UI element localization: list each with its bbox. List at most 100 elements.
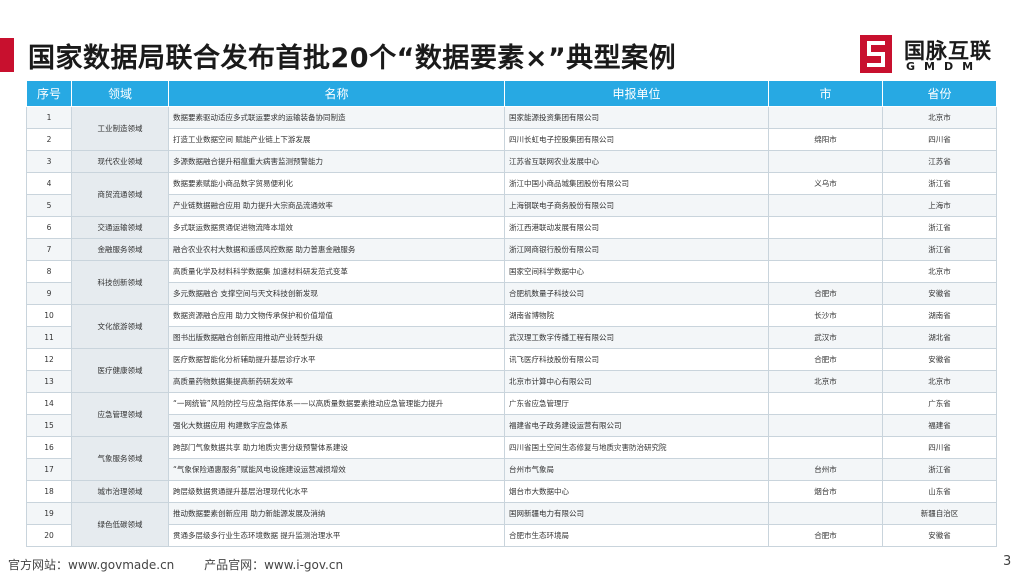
cell-no: 9	[26, 282, 72, 305]
table-row: 2 打造工业数据空间 赋能产业链上下游发展 四川长虹电子控股集团有限公司 绵阳市 四川省	[26, 128, 997, 151]
cell-prov: 浙江省	[882, 458, 997, 481]
logo-mark-icon	[860, 35, 892, 73]
cell-org: 武汉理工数字传播工程有限公司	[504, 326, 769, 349]
table-row: 14 应急管理领域 “一网统管”风险防控与应急指挥体系——以高质量数据要素推动应急管…	[26, 392, 997, 437]
brand-logo: 国脉互联 GMDM	[860, 35, 1010, 73]
cell-domain: 交通运输领域	[71, 216, 169, 239]
cell-no: 16	[26, 436, 72, 459]
cell-domain: 科技创新领域	[71, 260, 169, 305]
cell-name: “一网统管”风险防控与应急指挥体系——以高质量数据要素推动应急管理能力提升	[168, 392, 505, 415]
table-row: 5 产业链数据融合应用 助力提升大宗商品流通效率 上海钢联电子商务股份有限公司 上海市	[26, 194, 997, 217]
cell-org: 国家能源投资集团有限公司	[504, 106, 769, 129]
cell-prov: 新疆自治区	[882, 502, 997, 525]
cell-city	[768, 194, 883, 217]
cell-org: 浙江中国小商品城集团股份有限公司	[504, 172, 769, 195]
cell-prov: 浙江省	[882, 172, 997, 195]
table-row: 3 现代农业领域 多源数据融合提升稻瘟重大病害监测预警能力 江苏省互联网农业发展中心 江…	[26, 150, 997, 173]
table-row: 15 强化大数据应用 构建数字应急体系 福建省电子政务建设运营有限公司 福建省	[26, 414, 997, 437]
cell-org: 烟台市大数据中心	[504, 480, 769, 503]
table-row: 10 文化旅游领域 数据资源融合应用 助力文物传承保护和价值增值 湖南省博物院 长沙市湖…	[26, 304, 997, 349]
cell-city: 绵阳市	[768, 128, 883, 151]
cell-org: 浙江西港联动发展有限公司	[504, 216, 769, 239]
table-row: 13 高质量药物数据集提高新药研发效率 北京市计算中心有限公司 北京市 北京市	[26, 370, 997, 393]
cell-org: 上海钢联电子商务股份有限公司	[504, 194, 769, 217]
page-title: 国家数据局联合发布首批20个“数据要素×”典型案例	[28, 43, 677, 74]
cell-city	[768, 392, 883, 415]
cell-prov: 山东省	[882, 480, 997, 503]
table-row: 8 科技创新领域 高质量化学及材料科学数据集 加速材料研发范式变革 国家空间科学数据中…	[26, 260, 997, 305]
footer: 官方网站：www.govmade.cn 产品官网：www.i-gov.cn	[8, 556, 343, 573]
cell-city	[768, 150, 883, 173]
cell-city: 义乌市	[768, 172, 883, 195]
cell-prov: 安徽省	[882, 348, 997, 371]
table-row: 1 工业制造领域 数据要素驱动适应多式联运要求的运输装备协同制造 国家能源投资集团有限…	[26, 106, 997, 151]
cell-org: 江苏省互联网农业发展中心	[504, 150, 769, 173]
page-number: 3	[1003, 554, 1012, 569]
table-row: 18 城市治理领域 跨层级数据贯通提升基层治理现代化水平 烟台市大数据中心 烟台市 山东省	[26, 480, 997, 503]
table-row: 12 医疗健康领域 医疗数据智能化分析辅助提升基层诊疗水平 讯飞医疗科技股份有限公司合…	[26, 348, 997, 393]
cell-city	[768, 414, 883, 437]
header-domain: 领域	[71, 80, 169, 107]
cell-no: 10	[26, 304, 72, 327]
footer-site: 官方网站：www.govmade.cn	[8, 558, 175, 572]
cell-org: 四川省国土空间生态修复与地质灾害防治研究院	[504, 436, 769, 459]
cell-city: 烟台市	[768, 480, 883, 503]
header-city: 市	[768, 80, 883, 107]
table-row: 17 “气象保险通惠服务”赋能风电设施建设运营减损增效 台州市气象局 台州市 浙江省	[26, 458, 997, 481]
cell-prov: 北京市	[882, 370, 997, 393]
table-row: 7 金融服务领域 融合农业农村大数据和遥感风控数据 助力普惠金融服务 浙江网商银行股份…	[26, 238, 997, 261]
cell-domain: 现代农业领域	[71, 150, 169, 173]
cell-no: 20	[26, 524, 72, 547]
cell-name: 推动数据要素创新应用 助力新能源发展及消纳	[168, 502, 505, 525]
cell-domain: 绿色低碳领域	[71, 502, 169, 547]
cell-org: 合肥市生态环境局	[504, 524, 769, 547]
cell-name: 跨部门气象数据共享 助力地质灾害分级预警体系建设	[168, 436, 505, 459]
cell-org: 福建省电子政务建设运营有限公司	[504, 414, 769, 437]
cell-name: 打造工业数据空间 赋能产业链上下游发展	[168, 128, 505, 151]
table-row: 9 多元数据融合 支撑空间与天文科技创新发现 合肥机数量子科技公司 合肥市 安徽省	[26, 282, 997, 305]
cell-city	[768, 260, 883, 283]
cell-no: 14	[26, 392, 72, 415]
cell-domain: 金融服务领域	[71, 238, 169, 261]
cell-no: 19	[26, 502, 72, 525]
cell-city: 合肥市	[768, 348, 883, 371]
cell-name: 高质量化学及材料科学数据集 加速材料研发范式变革	[168, 260, 505, 283]
table-row: 16 气象服务领域 跨部门气象数据共享 助力地质灾害分级预警体系建设 四川省国土空间生…	[26, 436, 997, 481]
cell-city	[768, 216, 883, 239]
cell-no: 2	[26, 128, 72, 151]
cell-org: 国网新疆电力有限公司	[504, 502, 769, 525]
header-prov: 省份	[882, 80, 997, 107]
cell-domain: 医疗健康领域	[71, 348, 169, 393]
cell-city: 台州市	[768, 458, 883, 481]
cell-no: 17	[26, 458, 72, 481]
header-name: 名称	[168, 80, 505, 107]
cell-name: 数据要素赋能小商品数字贸易便利化	[168, 172, 505, 195]
cell-no: 11	[26, 326, 72, 349]
cell-org: 广东省应急管理厅	[504, 392, 769, 415]
cell-prov: 北京市	[882, 106, 997, 129]
cell-prov: 浙江省	[882, 238, 997, 261]
cell-name: 多元数据融合 支撑空间与天文科技创新发现	[168, 282, 505, 305]
cell-name: “气象保险通惠服务”赋能风电设施建设运营减损增效	[168, 458, 505, 481]
cell-name: 强化大数据应用 构建数字应急体系	[168, 414, 505, 437]
footer-product: 产品官网：www.i-gov.cn	[204, 558, 344, 572]
cell-no: 5	[26, 194, 72, 217]
cell-no: 1	[26, 106, 72, 129]
table-row: 11 图书出版数据融合创新应用推动产业转型升级 武汉理工数字传播工程有限公司 武汉市湖…	[26, 326, 997, 349]
table-header-row: 序号 领域 名称 申报单位 市 省份	[26, 80, 997, 107]
cell-prov: 湖南省	[882, 304, 997, 327]
cell-name: 高质量药物数据集提高新药研发效率	[168, 370, 505, 393]
cell-domain: 城市治理领域	[71, 480, 169, 503]
cell-no: 15	[26, 414, 72, 437]
cell-prov: 四川省	[882, 128, 997, 151]
cell-domain: 气象服务领域	[71, 436, 169, 481]
cell-city: 合肥市	[768, 524, 883, 547]
cell-prov: 上海市	[882, 194, 997, 217]
cell-org: 湖南省博物院	[504, 304, 769, 327]
cell-prov: 安徽省	[882, 282, 997, 305]
cell-name: 数据资源融合应用 助力文物传承保护和价值增值	[168, 304, 505, 327]
table-row: 19 绿色低碳领域 推动数据要素创新应用 助力新能源发展及消纳 国网新疆电力有限公司 新…	[26, 502, 997, 547]
cell-city	[768, 106, 883, 129]
cell-org: 合肥机数量子科技公司	[504, 282, 769, 305]
table-row: 20 贯通多层级多行业生态环境数据 提升监测治理水平 合肥市生态环境局 合肥市 安徽省	[26, 524, 997, 547]
